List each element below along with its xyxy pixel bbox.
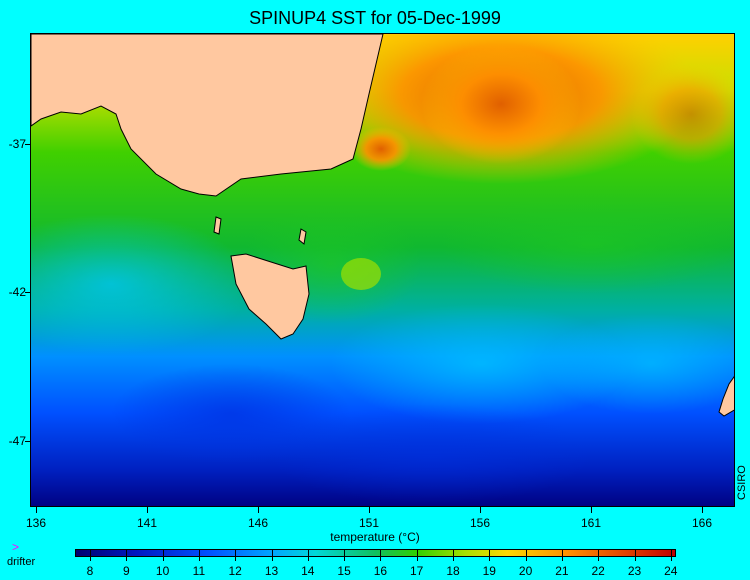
colorbar-tick-label: 20 — [518, 564, 533, 578]
colorbar-tick-label: 17 — [410, 564, 424, 578]
colorbar-tick-label: 9 — [122, 564, 130, 578]
colorbar-tick — [489, 549, 491, 561]
drifter-legend-label: drifter — [7, 556, 36, 568]
colorbar-tick — [235, 549, 237, 561]
drifter-arrow-icon: > — [12, 540, 20, 554]
colorbar-title: temperature (°C) — [330, 530, 420, 544]
colorbar-tick-label: 22 — [591, 564, 605, 578]
colorbar-tick — [598, 549, 600, 561]
sst-map — [30, 33, 735, 507]
mainland-australia — [31, 34, 384, 197]
y-tick — [25, 441, 31, 442]
colorbar-tick — [453, 549, 454, 561]
new-zealand-edge — [718, 375, 734, 417]
colorbar-tick-label: 11 — [192, 564, 206, 578]
colorbar-tick — [162, 549, 164, 561]
x-tick-label: 151 — [358, 516, 380, 530]
x-tick-label: 161 — [580, 516, 602, 530]
colorbar-tick — [670, 549, 672, 561]
sst-field — [31, 34, 734, 506]
colorbar-tick-label: 19 — [482, 564, 496, 578]
x-tick-label: 156 — [469, 516, 491, 530]
colorbar-tick — [126, 549, 128, 561]
colorbar-tick — [380, 549, 382, 561]
x-tick — [480, 507, 481, 513]
x-tick — [147, 507, 148, 513]
colorbar-tick — [561, 549, 563, 561]
colorbar-tick — [90, 549, 91, 561]
colorbar-tick-label: 16 — [373, 564, 388, 578]
colorbar-tick — [307, 549, 309, 561]
x-tick — [591, 507, 592, 513]
colorbar-tick — [525, 549, 527, 561]
x-tick-label: 141 — [136, 516, 158, 530]
colorbar-tick-label: 12 — [228, 564, 242, 578]
colorbar-tick-label: 21 — [555, 564, 569, 578]
colorbar-tick-label: 15 — [337, 564, 351, 578]
map-title: SPINUP4 SST for 05-Dec-1999 — [249, 8, 501, 28]
colorbar-tick-label: 23 — [627, 564, 642, 578]
x-tick-label: 136 — [25, 516, 47, 530]
y-tick — [25, 292, 31, 293]
credit-label: CSIRO — [736, 465, 748, 500]
colorbar-tick-label: 18 — [446, 564, 460, 578]
colorbar-tick-label: 14 — [301, 564, 315, 578]
colorbar-tick — [634, 549, 636, 561]
temperature-colorbar — [75, 549, 676, 557]
colorbar-tick — [416, 549, 418, 561]
y-tick-label: -37 — [8, 137, 26, 151]
colorbar-tick — [198, 549, 200, 561]
colorbar-tick — [344, 549, 346, 561]
x-tick-label: 166 — [691, 516, 713, 530]
colorbar-tick-label: 8 — [86, 564, 94, 578]
x-tick — [369, 507, 370, 513]
colorbar-tick-label: 24 — [664, 564, 678, 578]
colorbar-tick-label: 13 — [264, 564, 279, 578]
tasmania — [230, 253, 310, 340]
y-tick-label: -42 — [8, 285, 26, 299]
y-tick-label: -47 — [8, 434, 26, 448]
x-tick — [702, 507, 703, 513]
colorbar-tick-label: 10 — [155, 564, 170, 578]
x-tick — [258, 507, 259, 513]
x-tick — [36, 507, 37, 513]
x-tick-label: 146 — [247, 516, 269, 530]
y-tick — [25, 144, 31, 145]
colorbar-tick — [271, 549, 273, 561]
